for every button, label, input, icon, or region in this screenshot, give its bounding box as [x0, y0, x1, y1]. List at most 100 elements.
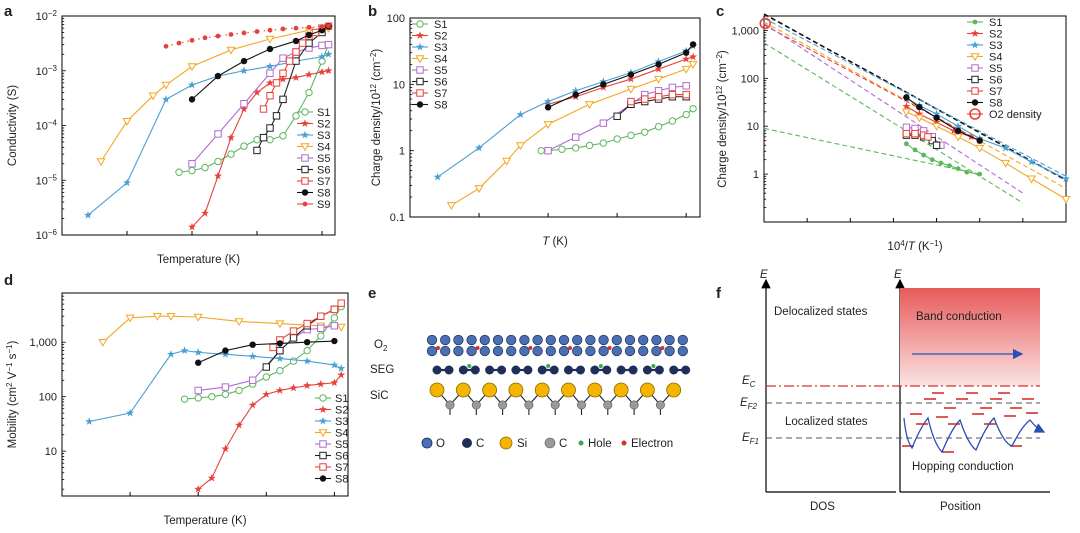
silicon-atom	[587, 382, 603, 398]
data-point-b-S4-7	[654, 75, 664, 84]
fit-line-c-1	[763, 17, 1067, 177]
legend-label-d-7: S8	[335, 474, 348, 486]
data-point-d-S3-10	[337, 364, 346, 372]
legend-marker-a-3	[300, 143, 310, 152]
data-point-a-S1-6	[253, 136, 261, 144]
legend-label-c-5: S6	[989, 75, 1002, 87]
series-line-d-S5	[198, 325, 335, 391]
y-tick-label-c-0: 1	[753, 169, 759, 181]
data-point-b-S3-0	[433, 172, 442, 181]
y-tick-label-a-1: 10−5	[36, 173, 58, 188]
legend-carbon-seg-icon	[462, 438, 472, 448]
seg-carbon-atom	[602, 365, 612, 375]
hole-mark	[598, 364, 603, 368]
seg-carbon-atom	[470, 365, 480, 375]
legend-label-a-0: S1	[317, 107, 330, 119]
data-point-a-S8-4	[292, 37, 300, 45]
y-tick-label-a-4: 10−2	[36, 9, 58, 24]
data-point-a-S3-6	[266, 62, 274, 70]
legend-marker-c-8	[969, 108, 981, 120]
data-point-a-S1-2	[201, 163, 209, 172]
data-point-d-S2-0	[194, 484, 203, 493]
data-point-a-S2-4	[240, 104, 248, 113]
sic-carbon-atom	[498, 400, 508, 410]
data-point-a-S9-5	[228, 32, 234, 37]
legend-label-d-6: S7	[335, 462, 348, 474]
legend-label-c-1: S2	[989, 29, 1002, 41]
data-point-a-S5-0	[188, 160, 196, 168]
legend-label-b-2: S3	[434, 42, 447, 54]
y-axis-label-b: Charge density/1012 (cm−2)	[369, 49, 384, 187]
fit-line-c-4	[763, 22, 1024, 194]
data-point-a-S6-4	[279, 95, 287, 104]
data-point-a-S1-0	[175, 168, 183, 176]
data-point-c-S1-5	[947, 163, 952, 169]
fit-line-c-6	[763, 127, 980, 175]
data-point-c-S8-3	[954, 127, 962, 135]
data-point-a-S2-3	[227, 133, 235, 142]
data-point-b-S1-8	[641, 128, 649, 136]
data-point-d-S2-3	[235, 420, 244, 429]
legend-marker-c-6	[971, 87, 979, 95]
x-axis-label-c: 104/T (K−1)	[887, 239, 942, 254]
legend-marker-b-2	[416, 42, 424, 51]
data-point-d-S4-5	[234, 318, 244, 327]
data-point-a-S9-10	[293, 25, 299, 31]
data-point-b-S2-6	[689, 52, 698, 61]
data-point-a-S6-5	[292, 57, 300, 65]
data-point-a-S1-4	[227, 150, 235, 158]
data-point-a-S3-1	[123, 178, 131, 187]
panel-label-e: e	[368, 285, 376, 302]
oxygen-atom	[651, 334, 662, 346]
data-point-a-S9-7	[254, 29, 260, 34]
data-point-d-S1-6	[262, 373, 270, 381]
seg-carbon-atom	[642, 365, 652, 375]
data-point-b-S5-0	[544, 146, 552, 155]
data-point-a-S9-8	[267, 27, 273, 33]
data-point-a-S9-4	[215, 33, 221, 39]
seg-carbon-atom	[576, 365, 585, 375]
oxygen-atom	[545, 345, 556, 357]
seg-carbon-atom	[564, 365, 573, 375]
data-point-d-S8-2	[249, 341, 256, 348]
data-point-d-S3-9	[330, 360, 339, 369]
data-point-d-S6-2	[289, 334, 298, 342]
data-point-c-S1-3	[929, 157, 935, 163]
data-point-a-S2-7	[279, 75, 287, 83]
oxygen-atom	[611, 334, 622, 346]
data-point-a-S4-4	[187, 63, 197, 72]
fit-line-c-3	[763, 24, 980, 142]
data-point-c-S3-5	[1001, 143, 1010, 152]
oxygen-atom	[638, 334, 649, 346]
data-point-b-S4-4	[543, 121, 553, 129]
legend-marker-d-5	[319, 451, 327, 460]
legend-electron-icon	[621, 440, 627, 446]
data-point-a-S9-0	[163, 43, 169, 49]
data-point-a-S8-5	[305, 31, 313, 39]
chart-a: 10−6 10−5 10−4 10−3 10−2 Temperature (K) Condu…	[7, 9, 336, 266]
data-point-b-S4-3	[515, 142, 526, 151]
oxygen-atom	[532, 345, 543, 357]
oxygen-atom	[638, 345, 649, 357]
data-point-c-S4-1	[914, 114, 924, 123]
data-point-b-S8-1	[572, 91, 579, 98]
seg-carbon-atom	[432, 365, 442, 375]
data-point-d-S8-4	[303, 338, 311, 346]
series-line-b-S4	[451, 63, 694, 206]
sic-carbon-atom	[629, 400, 639, 410]
legend-oxygen-label: O	[436, 438, 445, 450]
data-point-d-S3-6	[248, 352, 257, 360]
legend-carbon-seg-label: C	[476, 438, 484, 450]
data-point-b-S8-4	[655, 61, 662, 68]
legend-marker-b-5	[416, 77, 424, 86]
legend-label-a-5: S6	[317, 165, 330, 177]
data-point-a-S9-12	[319, 24, 325, 30]
data-point-c-S1-7	[964, 169, 970, 175]
data-point-c-S4-3	[953, 133, 963, 142]
y-tick-label-c-3: 1,000	[731, 25, 759, 37]
data-point-b-S7-3	[668, 90, 677, 99]
data-point-c-S8-0	[903, 94, 910, 101]
data-point-d-S8-0	[194, 359, 202, 366]
series-line-c-S4	[906, 111, 1067, 200]
